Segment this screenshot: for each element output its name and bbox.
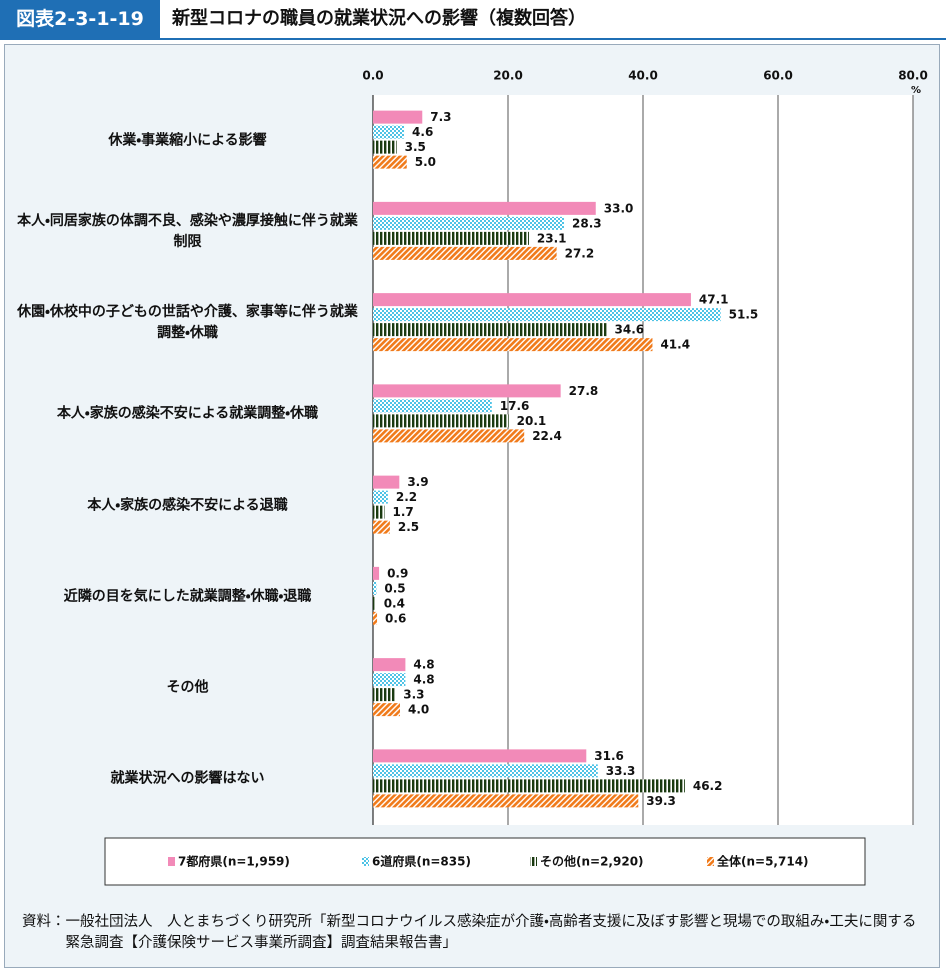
bar <box>373 399 492 413</box>
bar <box>373 794 639 808</box>
category-label: 就業状況への影響はない <box>110 770 265 787</box>
bar <box>373 246 557 260</box>
value-label: 41.4 <box>660 338 690 352</box>
value-label: 4.8 <box>413 658 434 672</box>
bar <box>373 505 385 519</box>
category-label: 本人・家族の感染不安による就業調整・休職 <box>56 405 319 422</box>
bar <box>373 490 388 504</box>
bar <box>373 308 721 322</box>
value-label: 28.3 <box>572 216 602 230</box>
x-tick-label: 20.0 <box>493 69 523 83</box>
x-unit: % <box>911 85 921 96</box>
source-text: 一般社団法人 人とまちづくり研究所「新型コロナウイルス感染症が介護・高齢者支援に… <box>65 914 917 951</box>
value-label: 47.1 <box>699 293 729 307</box>
bar <box>373 658 406 672</box>
category-label: 本人・家族の感染不安による退職 <box>87 497 288 514</box>
value-label: 23.1 <box>537 231 567 245</box>
x-tick-label: 60.0 <box>763 69 793 83</box>
figure-label: 図表2-3-1-19 <box>0 0 160 38</box>
bar <box>373 323 607 337</box>
legend-label: 全体(n=5,714) <box>717 854 809 869</box>
value-label: 22.4 <box>532 429 562 443</box>
value-label: 20.1 <box>517 414 547 428</box>
bar <box>373 384 561 398</box>
legend-swatch <box>530 857 537 866</box>
bar <box>373 155 407 169</box>
value-label: 0.5 <box>384 581 405 595</box>
value-label: 31.6 <box>594 749 624 763</box>
value-label: 2.2 <box>396 490 417 504</box>
category-label: 休業・事業縮小による影響 <box>108 132 267 149</box>
value-label: 4.6 <box>412 125 433 139</box>
legend-swatch <box>362 857 369 866</box>
x-tick-label: 40.0 <box>628 69 658 83</box>
value-label: 33.0 <box>604 201 634 215</box>
value-label: 46.2 <box>693 779 723 793</box>
category-label: 本人・同居家族の体調不良、感染や濃厚接触に伴う就業制限 <box>17 212 358 250</box>
bar <box>373 414 509 428</box>
bar <box>373 231 529 245</box>
header-rule <box>0 38 946 40</box>
value-label: 33.3 <box>606 764 636 778</box>
bar <box>373 749 587 763</box>
legend-swatch <box>168 857 175 866</box>
bar <box>373 520 390 534</box>
value-label: 3.3 <box>403 688 424 702</box>
bar <box>373 596 376 610</box>
legend-label: その他(n=2,920) <box>540 854 644 869</box>
value-label: 27.8 <box>569 384 599 398</box>
bar <box>373 673 406 687</box>
legend-label: 6道府県(n=835) <box>372 854 471 869</box>
value-label: 0.9 <box>387 566 408 580</box>
value-label: 3.5 <box>405 140 426 154</box>
bar <box>373 201 596 215</box>
value-label: 1.7 <box>392 505 413 519</box>
bar <box>373 110 423 124</box>
value-label: 34.6 <box>615 323 645 337</box>
x-tick-label: 0.0 <box>362 69 383 83</box>
value-label: 0.4 <box>384 596 405 610</box>
source-label: 資料： <box>22 914 66 930</box>
bar <box>373 125 405 139</box>
category-label: その他 <box>166 679 209 696</box>
legend-swatch <box>707 857 714 866</box>
bar <box>373 338 653 352</box>
value-label: 5.0 <box>415 155 436 169</box>
bar <box>373 566 380 580</box>
value-label: 17.6 <box>500 399 530 413</box>
value-label: 51.5 <box>729 308 759 322</box>
bar <box>373 688 396 702</box>
value-label: 7.3 <box>430 110 451 124</box>
value-label: 2.5 <box>398 520 419 534</box>
bar <box>373 293 691 307</box>
bar <box>373 703 400 717</box>
bar <box>373 764 598 778</box>
bar <box>373 475 400 489</box>
category-label: 近隣の目を気にした就業調整・休職・退職 <box>63 588 312 605</box>
bar <box>373 429 525 443</box>
source-note: 資料： 一般社団法人 人とまちづくり研究所「新型コロナウイルス感染症が介護・高齢… <box>22 912 927 954</box>
figure-title: 新型コロナの職員の就業状況への影響（複数回答） <box>172 8 586 29</box>
bar <box>373 581 377 595</box>
category-label: 休園・休校中の子どもの世話や介護、家事等に伴う就業調整・休職 <box>17 304 358 342</box>
bar <box>373 611 378 625</box>
x-tick-label: 80.0 <box>898 69 928 83</box>
value-label: 0.6 <box>385 611 406 625</box>
value-label: 39.3 <box>646 794 676 808</box>
value-label: 4.0 <box>408 703 429 717</box>
value-label: 27.2 <box>565 246 595 260</box>
value-label: 3.9 <box>407 475 428 489</box>
bar <box>373 140 397 154</box>
bar <box>373 216 565 230</box>
value-label: 4.8 <box>413 673 434 687</box>
legend-label: 7都府県(n=1,959) <box>178 854 290 869</box>
legend-box <box>104 837 866 886</box>
bar <box>373 779 685 793</box>
